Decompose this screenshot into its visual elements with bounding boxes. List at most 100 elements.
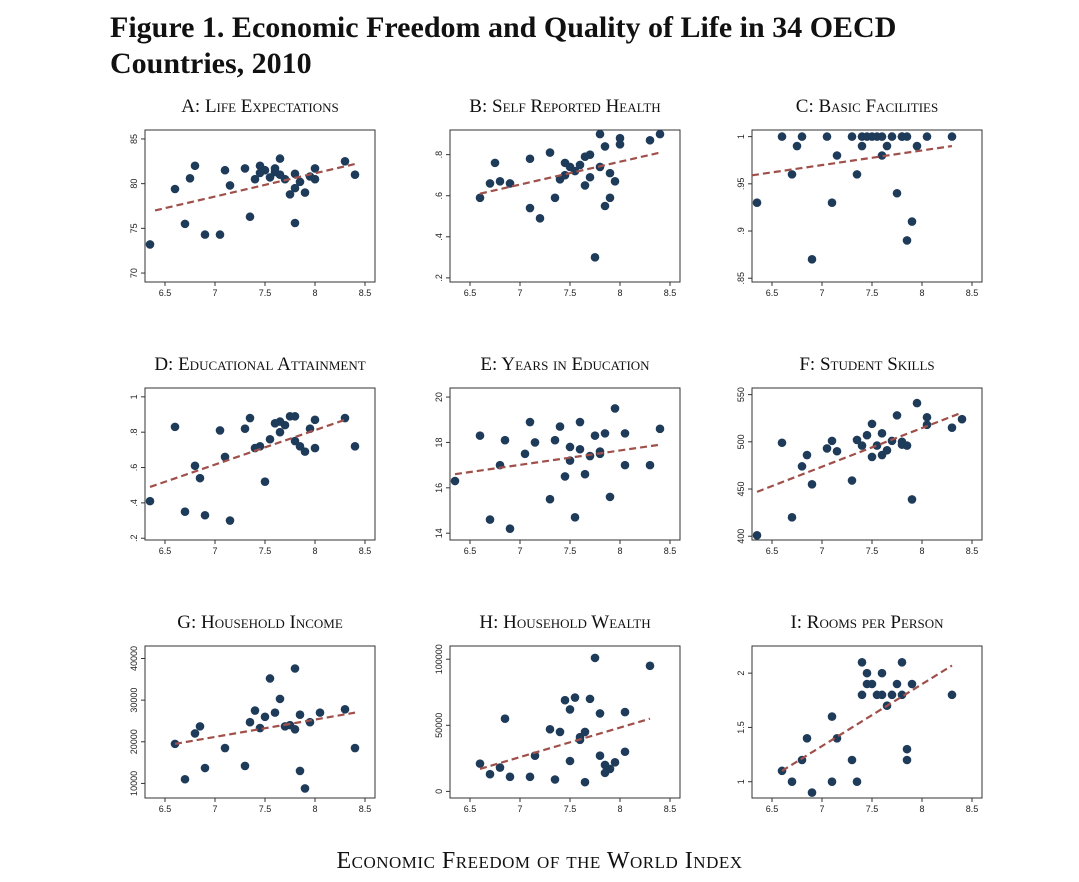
- y-tick-label: 20000: [129, 729, 139, 754]
- data-point: [600, 142, 610, 151]
- data-point: [275, 427, 285, 437]
- data-point: [260, 165, 270, 175]
- data-point: [610, 177, 620, 186]
- data-point: [145, 240, 155, 249]
- data-point: [787, 777, 797, 787]
- panel-g: G: Household Income 6.5 7 7.5 8 8.5 10000 20000…: [115, 606, 415, 846]
- panel-title: C: Basic Facilities: [796, 96, 938, 117]
- y-tick-label: .9: [736, 227, 746, 235]
- data-point: [295, 177, 305, 187]
- data-point: [485, 769, 495, 779]
- data-point: [902, 744, 912, 754]
- data-point: [580, 181, 590, 190]
- data-point: [560, 695, 570, 705]
- y-tick-label: .85: [736, 272, 746, 285]
- data-point: [912, 141, 922, 151]
- data-point: [892, 188, 902, 198]
- data-point: [907, 217, 917, 226]
- x-tick-label: 7.5: [259, 288, 272, 298]
- x-tick-label: 7.5: [564, 288, 577, 298]
- data-point: [500, 714, 510, 723]
- panel-title: D: Educational Attainment: [154, 354, 365, 375]
- data-point: [752, 198, 762, 207]
- data-point: [535, 214, 545, 223]
- data-point: [525, 772, 535, 782]
- data-point: [225, 516, 235, 525]
- data-point: [580, 777, 590, 787]
- data-point: [250, 174, 260, 184]
- scatter-plot-i: I: Rooms per Person 6.5 7 7.5 8 8.5 1 1.5 2: [736, 612, 983, 814]
- data-point: [947, 690, 957, 700]
- y-tick-label: .4: [434, 233, 444, 241]
- data-point: [827, 198, 837, 207]
- data-point: [310, 415, 320, 425]
- x-tick-label: 6.5: [159, 804, 172, 814]
- data-point: [872, 441, 882, 450]
- data-point: [877, 132, 887, 141]
- x-tick-label: 8.5: [966, 288, 979, 298]
- y-tick-label: 75: [129, 223, 139, 233]
- scatter-plot-f: F: Student Skills 6.5 7 7.5 8 8.5 400 450 500 550: [736, 354, 983, 556]
- trend-line: [454, 443, 661, 476]
- data-point: [190, 729, 200, 738]
- data-point: [575, 417, 585, 427]
- trend-line: [781, 664, 953, 772]
- data-point: [290, 664, 300, 673]
- data-point: [797, 462, 807, 471]
- data-point: [475, 431, 485, 440]
- data-point: [500, 435, 510, 445]
- x-tick-label: 8.5: [359, 804, 372, 814]
- data-point: [827, 436, 837, 446]
- data-point: [655, 424, 665, 434]
- data-point: [525, 417, 535, 427]
- x-tick-label: 8.5: [664, 804, 677, 814]
- data-point: [265, 674, 275, 683]
- data-point: [180, 219, 190, 229]
- data-point: [565, 442, 575, 452]
- y-tick-label: .6: [129, 464, 139, 472]
- data-point: [777, 132, 787, 141]
- plot-frame: [449, 387, 681, 541]
- data-point: [887, 690, 897, 700]
- data-point: [887, 132, 897, 141]
- data-point: [495, 763, 505, 772]
- x-tick-label: 7: [212, 546, 217, 556]
- data-point: [852, 777, 862, 787]
- data-point: [615, 133, 625, 143]
- data-point: [912, 398, 922, 408]
- data-point: [290, 411, 300, 421]
- data-point: [580, 469, 590, 479]
- data-point: [190, 161, 200, 171]
- data-point: [575, 444, 585, 454]
- x-tick-label: 7.5: [866, 288, 879, 298]
- data-point: [877, 690, 887, 700]
- data-point: [170, 422, 180, 432]
- y-tick-label: 50000: [434, 713, 444, 738]
- data-point: [832, 446, 842, 456]
- x-tick-label: 7: [212, 288, 217, 298]
- data-point: [255, 442, 265, 451]
- data-point: [290, 724, 300, 734]
- data-point: [450, 476, 460, 486]
- data-point: [575, 160, 585, 170]
- x-tick-label: 8.5: [664, 288, 677, 298]
- x-tick-label: 7: [517, 288, 522, 298]
- data-point: [180, 774, 190, 784]
- data-point: [605, 168, 615, 178]
- data-point: [220, 743, 230, 753]
- y-tick-label: 20: [434, 392, 444, 402]
- x-tick-label: 7: [517, 546, 522, 556]
- x-tick-label: 8.5: [966, 546, 979, 556]
- data-point: [145, 496, 155, 506]
- data-point: [595, 129, 605, 139]
- data-point: [822, 444, 832, 453]
- x-tick-label: 6.5: [464, 546, 477, 556]
- x-tick-label: 7: [517, 804, 522, 814]
- data-point: [300, 784, 310, 793]
- data-point: [620, 460, 630, 470]
- data-point: [225, 181, 235, 190]
- data-point: [545, 148, 555, 157]
- data-point: [902, 132, 912, 141]
- data-point: [877, 429, 887, 438]
- data-point: [505, 772, 515, 782]
